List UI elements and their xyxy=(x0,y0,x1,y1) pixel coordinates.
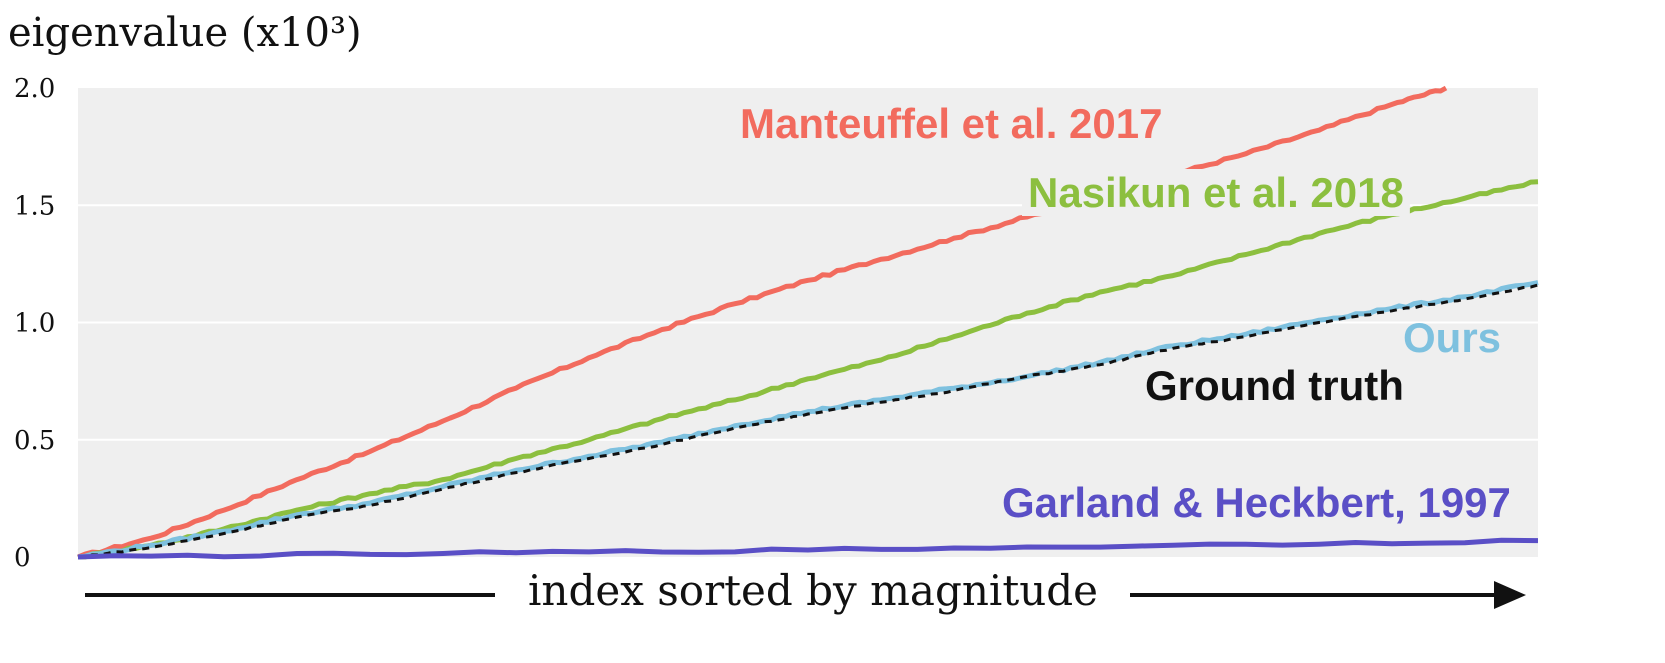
series-label: Nasikun et al. 2018 xyxy=(1028,169,1404,216)
series-label-backdrop xyxy=(734,100,1169,147)
y-tick-labels: 0 0.5 1.0 1.5 2.0 xyxy=(14,74,55,573)
series-label: Ground truth xyxy=(1145,362,1404,409)
y-tick-label: 1.0 xyxy=(14,309,55,339)
series-line-ours xyxy=(77,280,1539,560)
x-axis-arrowhead-icon xyxy=(1494,581,1526,609)
x-axis-label: index sorted by magnitude xyxy=(528,566,1098,615)
series-label: Garland & Heckbert, 1997 xyxy=(1002,479,1511,526)
series-line-garland-heckbert-1997 xyxy=(77,537,1539,560)
series-line-manteuffel-et-al-2017 xyxy=(77,85,1448,560)
series-label: Ours xyxy=(1403,314,1501,361)
y-tick-label: 0.5 xyxy=(14,426,55,456)
series-line-nasikun-et-al-2018 xyxy=(77,179,1539,560)
series-labels: Manteuffel et al. 2017 Nasikun et al. 201… xyxy=(734,100,1511,526)
y-tick-label: 1.5 xyxy=(14,191,55,221)
series-label: Manteuffel et al. 2017 xyxy=(740,100,1162,147)
y-tick-label: 0 xyxy=(14,543,31,573)
series-line-ground-truth xyxy=(77,283,1539,559)
y-axis-label: eigenvalue (x10³) xyxy=(8,10,362,56)
y-tick-label: 2.0 xyxy=(14,74,55,104)
series-label-backdrop xyxy=(1022,169,1410,216)
series-lines xyxy=(77,85,1539,560)
